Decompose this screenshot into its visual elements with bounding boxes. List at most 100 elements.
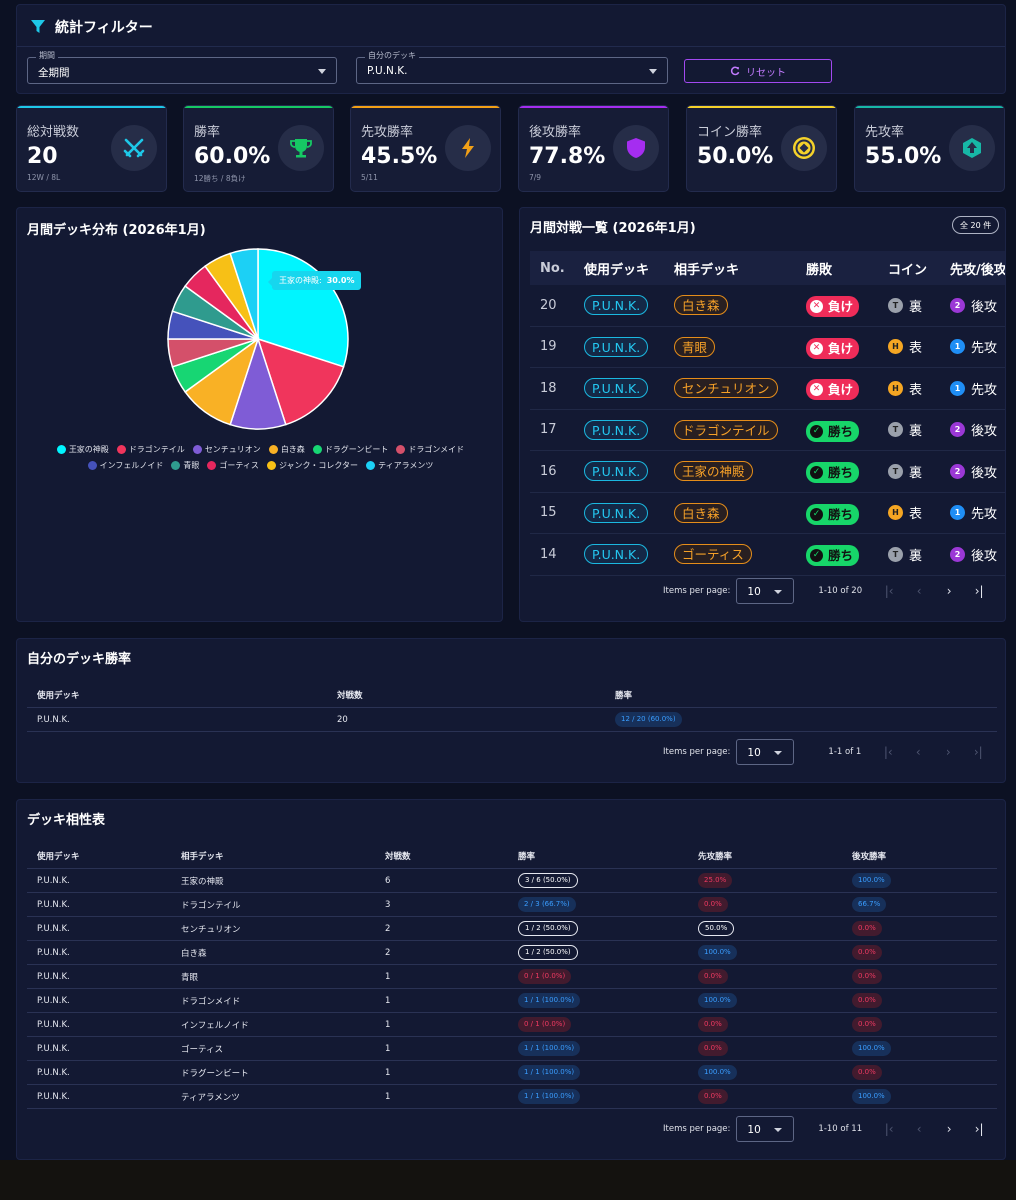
stat-label: 勝率 [194, 125, 221, 140]
last-page-icon[interactable]: ›| [974, 584, 984, 598]
legend-item[interactable]: 白き森 [268, 444, 305, 455]
winrate-pill: 0 / 1 (0.0%) [518, 969, 572, 984]
deck-matchup-panel: デッキ相性表 使用デッキ 相手デッキ 対戦数 勝率 先攻勝率 後攻勝率 P.U.… [16, 799, 1006, 1160]
stat-label: 先攻率 [865, 125, 905, 140]
match-row[interactable]: 19 P.U.N.K. 青眼 ✕ 負け H 表 1 先攻 [530, 327, 1005, 368]
legend-item[interactable]: インフェルノイド [87, 460, 163, 471]
match-row[interactable]: 17 P.U.N.K. ドラゴンテイル ✓ 勝ち T 裏 2 後攻 [530, 410, 1005, 451]
match-row[interactable]: 15 P.U.N.K. 白き森 ✓ 勝ち H 表 1 先攻 [530, 493, 1005, 534]
stat-accent-bar [184, 106, 333, 108]
legend-item[interactable]: ゴーティス [207, 460, 259, 471]
legend-item[interactable]: ドラゴンテイル [116, 444, 185, 455]
pie-slice[interactable] [229, 248, 259, 340]
opponent-deck-chip: ドラゴンテイル [674, 419, 778, 440]
legend-item[interactable]: ティアラメンツ [366, 460, 433, 471]
next-page-icon[interactable]: › [946, 1122, 952, 1136]
rate-cell: 0.0% [842, 945, 997, 960]
first-turn-rate-pill: 100.0% [698, 993, 737, 1008]
matches-header-row: No. 使用デッキ 相手デッキ 勝敗 コイン 先攻/後攻 [530, 251, 1005, 285]
legend-item[interactable]: ドラゴンメイド [396, 444, 464, 455]
legend-item[interactable]: 青眼 [171, 460, 199, 471]
reset-button[interactable]: リセット [684, 59, 832, 83]
page-size-select[interactable]: 10 [736, 1116, 795, 1142]
turn-cell: 2 後攻 [950, 296, 1005, 315]
next-page-icon[interactable]: › [946, 584, 952, 598]
reset-label: リセット [746, 67, 786, 79]
match-row[interactable]: 20 P.U.N.K. 白き森 ✕ 負け T 裏 2 後攻 [530, 285, 1005, 327]
next-page-icon[interactable]: › [945, 745, 951, 759]
first-turn-rate-pill: 0.0% [698, 1089, 728, 1104]
match-row[interactable]: 14 P.U.N.K. ゴーティス ✓ 勝ち T 裏 2 後攻 [530, 534, 1005, 576]
table-row: P.U.N.K. ドラゴンメイド 1 1 / 1 (100.0%) 100.0% 0.0% [27, 989, 997, 1013]
legend-item[interactable]: 王家の神殿 [56, 444, 109, 455]
match-row[interactable]: 18 P.U.N.K. センチュリオン ✕ 負け H 表 1 先攻 [530, 368, 1005, 410]
page-size-select[interactable]: 10 [736, 739, 795, 765]
result-cell: ✓ 勝ち [806, 459, 888, 484]
rate-cell: 1 / 2 (50.0%) [508, 945, 688, 960]
deck-cell: P.U.N.K. [37, 899, 70, 910]
result-label: 勝ち [828, 548, 854, 564]
period-select[interactable]: 期間 全期間 [27, 50, 337, 84]
shield-icon [613, 125, 659, 171]
result-cell: ✓ 勝ち [806, 542, 888, 567]
first-turn-rate-pill: 50.0% [698, 921, 735, 936]
result-label: 負け [828, 299, 854, 315]
last-page-icon[interactable]: ›| [973, 745, 983, 759]
turn-label: 後攻 [971, 299, 998, 315]
table-row: P.U.N.K. 青眼 1 0 / 1 (0.0%) 0.0% 0.0% [27, 965, 997, 989]
count-cell: 3 [385, 899, 391, 910]
first-turn-rate-pill: 0.0% [698, 969, 728, 984]
second-turn-rate-pill: 0.0% [852, 1017, 882, 1032]
col-header-deck: 使用デッキ [37, 690, 80, 701]
my-deck-chip: P.U.N.K. [584, 544, 649, 565]
opponent-deck-cell: 白き森 [674, 295, 806, 316]
rate-cell: 0.0% [842, 1065, 997, 1080]
filter-title: 統計フィルター [55, 20, 153, 36]
page-size-select[interactable]: 10 [736, 578, 795, 604]
opponent-deck-cell: ゴーティス [674, 544, 806, 565]
legend-item[interactable]: ジャンク・コレクター [266, 460, 358, 471]
matches-paginator: Items per page: 10 1-10 of 20 |‹ ‹ › ›| [663, 578, 994, 604]
table-row: P.U.N.K. ティアラメンツ 1 1 / 1 (100.0%) 0.0% 100.0% [27, 1085, 997, 1109]
deck-select[interactable]: 自分のデッキ P.U.N.K. [356, 50, 668, 84]
rate-cell: 25.0% [688, 873, 842, 888]
stat-value: 50.0% [697, 144, 774, 169]
coin-icon [781, 125, 827, 171]
rate-cell: 1 / 1 (100.0%) [508, 1041, 688, 1056]
rate-cell: 0.0% [688, 969, 842, 984]
rate-cell: 1 / 1 (100.0%) [508, 1089, 688, 1104]
first-page-icon[interactable]: |‹ [883, 745, 893, 759]
prev-page-icon[interactable]: ‹ [915, 745, 921, 759]
matches-title: 月間対戦一覧 (2026年1月) [530, 221, 696, 236]
col-header-count: 対戦数 [337, 690, 363, 701]
legend-swatch [171, 461, 181, 470]
match-no: 16 [540, 463, 557, 479]
match-row[interactable]: 16 P.U.N.K. 王家の神殿 ✓ 勝ち T 裏 2 後攻 [530, 451, 1005, 493]
opponent-deck-chip: センチュリオン [674, 378, 778, 399]
x-circle-icon: ✕ [810, 383, 823, 397]
legend-label: ドラゴンメイド [408, 445, 465, 454]
deck-distribution-panel: 月間デッキ分布 (2026年1月) 王家の神殿: 30.0% 王家の神殿 ドラゴンテ… [16, 207, 503, 622]
legend-item[interactable]: ドラグーンビート [312, 444, 388, 455]
turn-cell: 1 先攻 [950, 337, 1005, 356]
pie-chart [167, 248, 349, 430]
first-page-icon[interactable]: |‹ [884, 1122, 894, 1136]
turn-order-icon: 2 [950, 463, 965, 479]
coin-icon: T [888, 546, 903, 562]
legend-item[interactable]: センチュリオン [192, 444, 261, 455]
matchup-body: P.U.N.K. 王家の神殿 6 3 / 6 (50.0%) 25.0% 100.0% P.… [27, 869, 997, 1109]
matchup-paginator: Items per page: 10 1-10 of 11 |‹ ‹ › ›| [663, 1116, 994, 1142]
legend-label: ドラゴンテイル [128, 445, 185, 454]
opponent-deck-cell: 白き森 [674, 502, 806, 523]
rate-cell: 0.0% [842, 969, 997, 984]
last-page-icon[interactable]: ›| [974, 1122, 984, 1136]
first-page-icon[interactable]: |‹ [884, 584, 894, 598]
result-badge: ✓ 勝ち [806, 545, 860, 567]
pie-legend: 王家の神殿 ドラゴンテイル センチュリオン 白き森 ドラグーンビート ドラゴンメイドインフ… [27, 444, 494, 471]
prev-page-icon[interactable]: ‹ [916, 584, 922, 598]
opponent-cell: ドラゴンテイル [181, 900, 241, 911]
prev-page-icon[interactable]: ‹ [916, 1122, 922, 1136]
